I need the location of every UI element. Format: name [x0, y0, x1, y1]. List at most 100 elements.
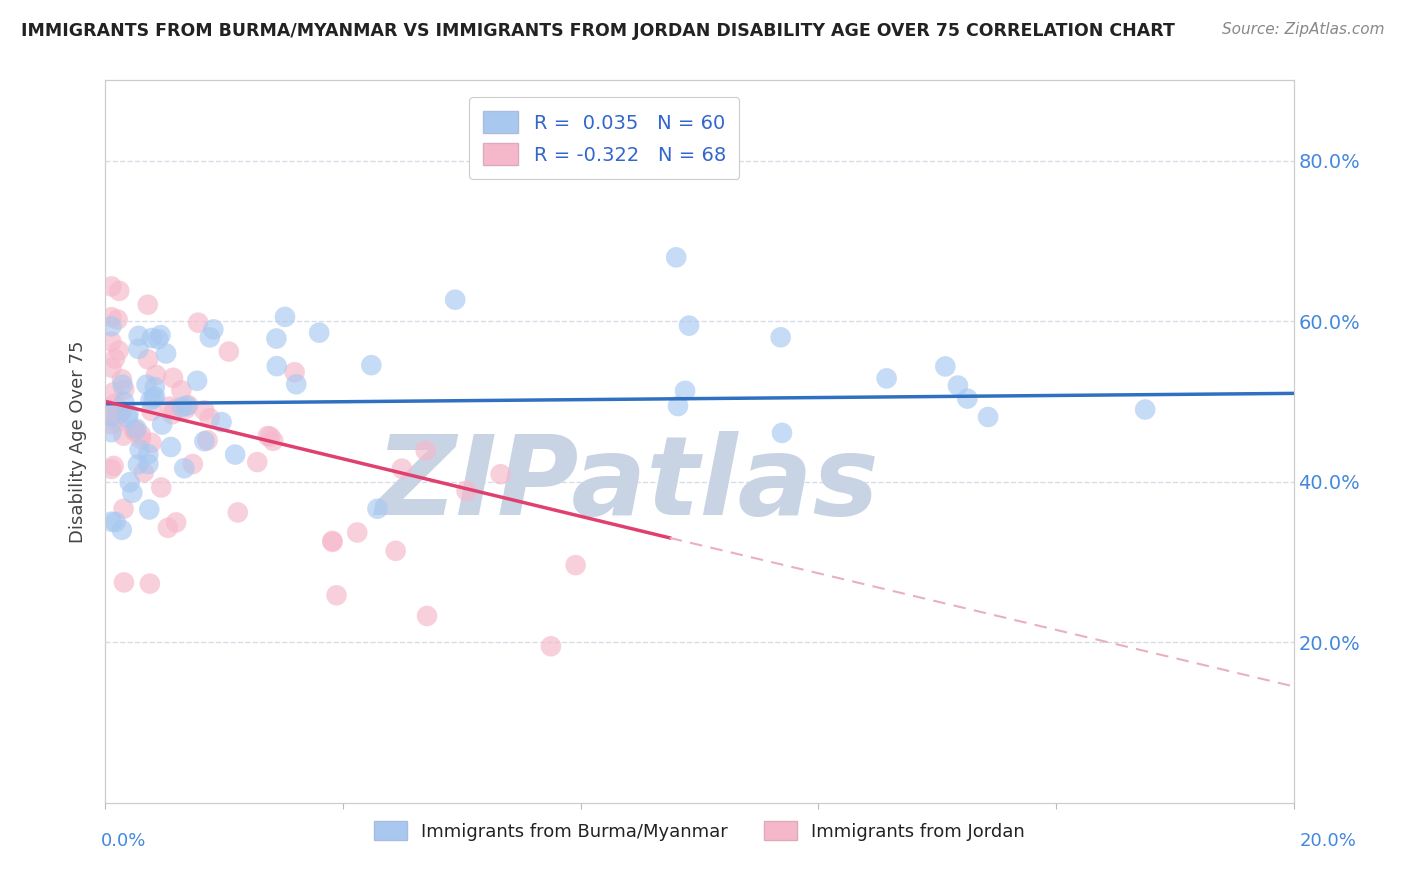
Point	[112, 383, 135, 397]
Point	[456, 483, 478, 498]
Point	[100, 425, 122, 440]
Point	[193, 403, 215, 417]
Point	[139, 393, 162, 408]
Point	[284, 365, 307, 379]
Point	[112, 394, 135, 409]
Point	[111, 377, 134, 392]
Point	[112, 575, 135, 590]
Point	[384, 543, 406, 558]
Point	[673, 384, 696, 398]
Point	[769, 330, 792, 344]
Point	[770, 425, 793, 440]
Point	[107, 409, 129, 423]
Point	[150, 417, 173, 432]
Point	[666, 399, 689, 413]
Point	[173, 461, 195, 475]
Point	[136, 298, 159, 312]
Point	[142, 391, 165, 405]
Point	[163, 402, 186, 417]
Point	[226, 505, 249, 519]
Text: ZIPatlas: ZIPatlas	[377, 432, 880, 539]
Point	[160, 440, 183, 454]
Point	[138, 502, 160, 516]
Point	[150, 481, 173, 495]
Point	[127, 342, 149, 356]
Point	[156, 521, 179, 535]
Point	[218, 344, 240, 359]
Point	[138, 447, 160, 461]
Point	[143, 380, 166, 394]
Point	[112, 428, 135, 442]
Point	[100, 417, 122, 432]
Point	[108, 406, 131, 420]
Point	[100, 279, 122, 293]
Point	[360, 358, 382, 372]
Point	[540, 639, 562, 653]
Point	[193, 434, 215, 449]
Point	[256, 429, 278, 443]
Point	[124, 424, 146, 438]
Point	[155, 346, 177, 360]
Point	[141, 435, 163, 450]
Point	[117, 411, 139, 425]
Text: IMMIGRANTS FROM BURMA/MYANMAR VS IMMIGRANTS FROM JORDAN DISABILITY AGE OVER 75 C: IMMIGRANTS FROM BURMA/MYANMAR VS IMMIGRA…	[21, 22, 1175, 40]
Point	[325, 588, 347, 602]
Point	[103, 458, 125, 473]
Text: 20.0%: 20.0%	[1301, 831, 1357, 849]
Point	[956, 392, 979, 406]
Point	[111, 523, 134, 537]
Point	[187, 316, 209, 330]
Point	[127, 458, 149, 472]
Point	[876, 371, 898, 385]
Point	[136, 352, 159, 367]
Point	[224, 448, 246, 462]
Point	[321, 533, 343, 548]
Point	[177, 398, 200, 412]
Point	[110, 405, 132, 419]
Point	[125, 422, 148, 436]
Point	[100, 334, 122, 349]
Legend: Immigrants from Burma/Myanmar, Immigrants from Jordan: Immigrants from Burma/Myanmar, Immigrant…	[367, 814, 1032, 848]
Point	[111, 372, 134, 386]
Point	[266, 332, 288, 346]
Point	[129, 427, 152, 442]
Point	[202, 322, 225, 336]
Point	[135, 377, 157, 392]
Point	[366, 501, 388, 516]
Point	[678, 318, 700, 333]
Point	[198, 330, 221, 344]
Point	[262, 434, 284, 448]
Point	[170, 384, 193, 398]
Point	[112, 501, 135, 516]
Point	[100, 310, 122, 325]
Point	[322, 535, 344, 549]
Point	[103, 385, 125, 400]
Point	[128, 329, 150, 343]
Point	[665, 250, 688, 264]
Point	[259, 429, 281, 443]
Point	[149, 328, 172, 343]
Point	[124, 423, 146, 437]
Point	[489, 467, 512, 482]
Point	[246, 455, 269, 469]
Text: 0.0%: 0.0%	[101, 831, 146, 849]
Point	[159, 400, 181, 414]
Point	[165, 516, 187, 530]
Point	[211, 415, 233, 429]
Point	[198, 411, 221, 425]
Point	[174, 401, 197, 416]
Point	[148, 332, 170, 346]
Point	[100, 409, 122, 423]
Point	[121, 485, 143, 500]
Point	[934, 359, 956, 374]
Point	[124, 424, 146, 438]
Point	[977, 410, 1000, 425]
Point	[100, 360, 122, 375]
Point	[266, 359, 288, 373]
Point	[107, 343, 129, 358]
Point	[308, 326, 330, 340]
Point	[139, 576, 162, 591]
Point	[946, 378, 969, 392]
Point	[104, 396, 127, 410]
Point	[181, 457, 204, 471]
